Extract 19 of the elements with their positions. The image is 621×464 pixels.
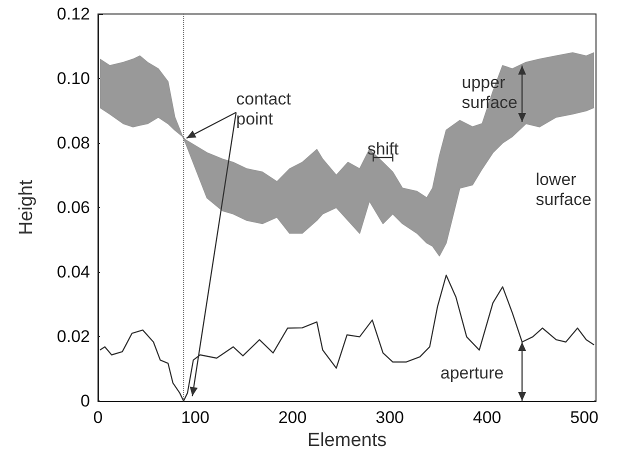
y-tick-label: 0.04 xyxy=(56,262,90,282)
x-tick-label: 100 xyxy=(181,408,210,427)
y-tick-label: 0 xyxy=(80,392,90,410)
y-tick-label: 0.06 xyxy=(56,198,90,217)
y-axis-title: Height xyxy=(16,179,37,235)
annotation: lower surface xyxy=(536,170,592,209)
x-tick-label: 400 xyxy=(472,408,502,427)
y-tick-label: 0.08 xyxy=(56,134,90,152)
x-tick-label: 200 xyxy=(278,408,307,427)
x-tick-label: 500 xyxy=(570,408,599,427)
annotation: aperture xyxy=(440,363,504,382)
y-tick-label: 0.12 xyxy=(56,4,90,24)
annotation: contact point xyxy=(236,89,292,128)
x-tick-label: 300 xyxy=(376,408,404,427)
x-axis-title: Elements xyxy=(307,430,387,451)
y-tick-label: 0.02 xyxy=(56,327,90,346)
x-tick-label: 0 xyxy=(93,408,103,427)
annotation: shift xyxy=(367,139,399,158)
y-tick-label: 0.10 xyxy=(56,69,90,88)
